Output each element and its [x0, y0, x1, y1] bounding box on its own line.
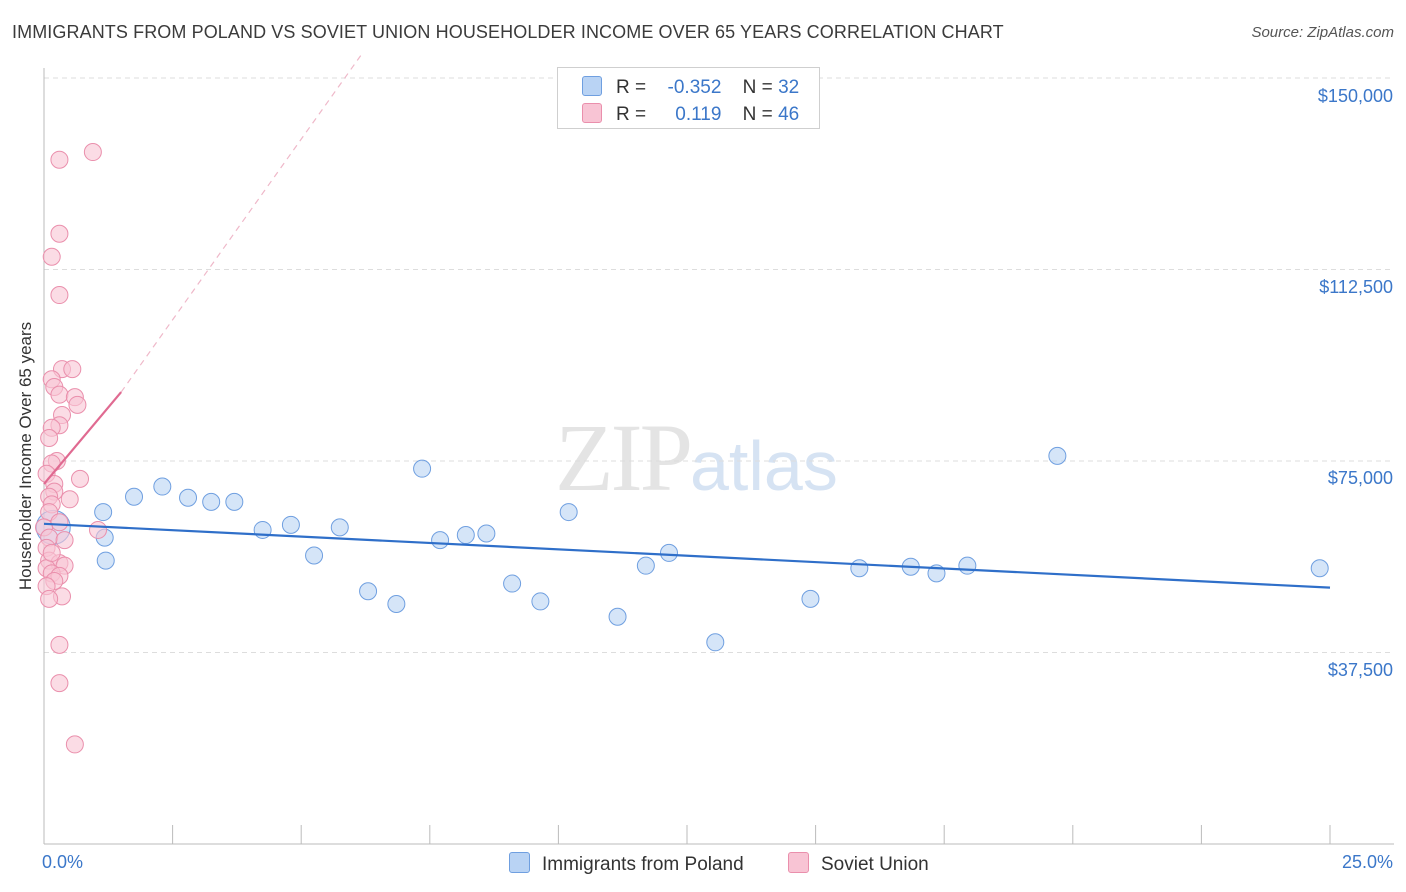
soviet-point [60, 490, 79, 509]
x-tick-label-max: 25.0% [1341, 852, 1393, 872]
stats-legend-row-poland: R = -0.352 N = 32 [582, 76, 799, 99]
soviet-point [68, 395, 87, 414]
poland-point [477, 524, 496, 543]
soviet-point [50, 286, 69, 305]
blue-swatch-icon [582, 76, 602, 96]
soviet-point [71, 469, 90, 488]
n-label: N = [742, 77, 773, 98]
pink-swatch-icon [582, 103, 602, 123]
poland-point [153, 477, 172, 496]
y-tick-label-37500: $37,500 [1327, 660, 1393, 680]
soviet-point [42, 543, 61, 562]
chart-title: IMMIGRANTS FROM POLAND VS SOVIET UNION H… [12, 22, 1004, 42]
poland-point [359, 582, 378, 601]
poland-point [281, 515, 300, 534]
poland-point [413, 459, 432, 478]
poland-point [456, 526, 475, 545]
poland-point [636, 556, 655, 575]
soviet-point [40, 589, 59, 608]
soviet-point [50, 150, 69, 169]
poland-point [305, 546, 324, 565]
soviet-point [63, 360, 82, 379]
y-tick-label-150000: $150,000 [1317, 86, 1393, 106]
r-label: R = [616, 104, 647, 125]
y-axis-label: Householder Income Over 65 years [16, 321, 35, 591]
soviet-point [55, 531, 74, 550]
poland-point [608, 607, 627, 626]
soviet-point [50, 224, 69, 243]
r-value: 0.119 [675, 104, 722, 125]
y-tick-label-75000: $75,000 [1327, 468, 1393, 488]
soviet-trend-extension [120, 52, 364, 393]
soviet-point [50, 385, 69, 404]
poland-point [503, 574, 522, 593]
poland-point [659, 543, 678, 562]
poland-point [1048, 446, 1067, 465]
soviet-point [83, 143, 102, 162]
poland-point [179, 488, 198, 507]
poland-point [330, 518, 349, 537]
r-label: R = [616, 77, 647, 98]
legend-label-soviet: Soviet Union [821, 854, 929, 875]
n-value: 46 [778, 104, 800, 125]
legend-item-poland[interactable]: Immigrants from Poland [509, 852, 744, 876]
stats-legend-row-soviet: R = 0.119 N = 46 [582, 103, 799, 126]
poland-point [202, 492, 221, 511]
x-tick-label-min: 0.0% [42, 852, 84, 872]
poland-point [706, 633, 725, 652]
n-value: 32 [778, 77, 800, 98]
poland-point [531, 592, 550, 611]
poland-point [96, 551, 115, 570]
poland-point [958, 556, 977, 575]
stats-legend: R = -0.352 N = 32 R = 0.119 N = 46 [557, 67, 820, 129]
soviet-point [50, 513, 69, 532]
soviet-point [50, 674, 69, 693]
poland-point [125, 487, 144, 506]
poland-trend-line [43, 522, 1331, 589]
soviet-point [50, 635, 69, 654]
soviet-point [40, 429, 59, 448]
poland-point [1310, 559, 1329, 578]
y-tick-label-112500: $112,500 [1319, 277, 1393, 297]
n-label: N = [742, 104, 773, 125]
blue-swatch-icon [509, 852, 530, 873]
watermark: ZIPatlas [555, 402, 838, 513]
r-value: -0.352 [667, 77, 722, 98]
legend-item-soviet[interactable]: Soviet Union [788, 852, 929, 876]
pink-swatch-icon [788, 852, 809, 873]
soviet-point [89, 520, 108, 539]
poland-point [559, 503, 578, 522]
poland-point [387, 594, 406, 613]
poland-point [94, 503, 113, 522]
poland-point [225, 492, 244, 511]
watermark-zip: ZIP [555, 404, 693, 511]
watermark-atlas: atlas [690, 427, 838, 505]
soviet-point [65, 735, 84, 754]
soviet-point [42, 247, 61, 266]
poland-point [850, 559, 869, 578]
legend-label-poland: Immigrants from Poland [542, 854, 744, 875]
source-label: Source: ZipAtlas.com [1251, 24, 1394, 41]
poland-point [431, 531, 450, 550]
soviet-trend-line [43, 391, 123, 485]
poland-point [801, 589, 820, 608]
